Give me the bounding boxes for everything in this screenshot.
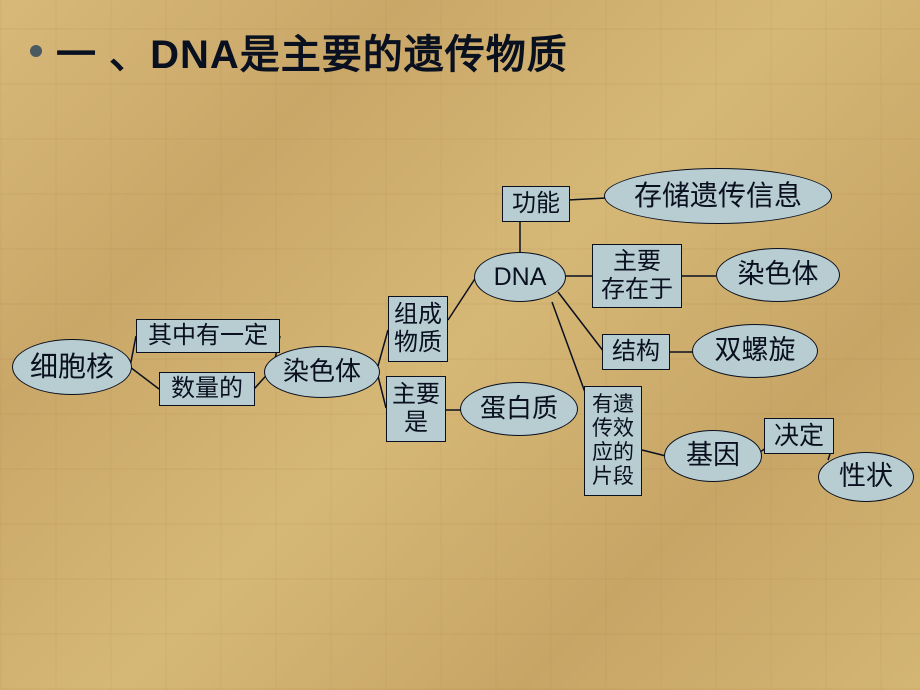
page-title: 一 、DNA是主要的遗传物质 [56,22,568,80]
node-n_chrom1: 染色体 [264,346,380,398]
node-n_trait: 性状 [818,452,914,502]
node-r_mainexist: 主要 存在于 [592,244,682,308]
node-n_storeinfo: 存储遗传信息 [604,168,832,224]
title-row: 一 、DNA是主要的遗传物质 [30,22,568,80]
node-r_compmat: 组成 物质 [388,296,448,362]
node-r_decide: 决定 [764,418,834,454]
bullet-icon [30,45,42,57]
node-r_hascertain: 其中有一定 [136,319,280,353]
node-n_chrom2: 染色体 [716,248,840,302]
node-n_protein: 蛋白质 [460,382,578,436]
node-n_gene: 基因 [664,430,762,482]
node-r_function: 功能 [502,186,570,222]
node-r_numberof: 数量的 [159,372,255,406]
node-r_effseg: 有遗 传效 应的 片段 [584,386,642,496]
node-r_mainly: 主要 是 [386,376,446,442]
node-n_helix: 双螺旋 [692,324,818,378]
node-n_dna: DNA [474,252,566,302]
node-r_structure: 结构 [602,334,670,370]
node-n_nucleus: 细胞核 [12,339,132,395]
